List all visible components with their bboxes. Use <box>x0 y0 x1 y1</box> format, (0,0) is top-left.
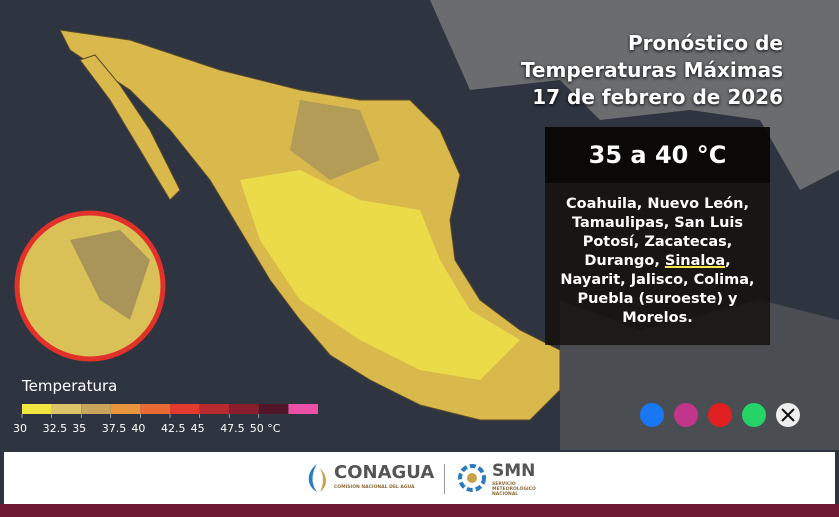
legend-swatch <box>258 404 289 414</box>
instagram-icon[interactable] <box>674 403 698 427</box>
x-glyph <box>781 408 795 422</box>
legend-swatch <box>51 404 82 414</box>
legend-swatch <box>81 404 111 414</box>
legend-tick-label: 45 <box>191 422 205 435</box>
whatsapp-icon[interactable] <box>742 403 766 427</box>
legend-swatch <box>199 404 230 414</box>
legend: 30 32.5 35 37.5 40 42.5 45 47.5 50 °C <box>13 404 318 435</box>
legend-swatch <box>229 404 259 414</box>
forecast-box: 35 a 40 °C Coahuila, Nuevo León, Tamauli… <box>545 127 770 345</box>
youtube-icon[interactable] <box>708 403 732 427</box>
title-line: Temperaturas Máximas <box>520 58 783 82</box>
regions-highlight: Sinaloa <box>664 253 726 269</box>
smn-icon <box>458 464 486 492</box>
divider <box>444 464 445 494</box>
legend-tick-label: 42.5 <box>161 422 186 435</box>
legend-title: Temperatura <box>22 377 118 395</box>
legend-swatch <box>140 404 170 414</box>
footer: CONAGUA COMISIÓN NACIONAL DEL AGUA SMN S… <box>4 452 835 504</box>
legend-tick-label: 50 °C <box>250 422 281 435</box>
facebook-icon[interactable] <box>640 403 664 427</box>
legend-swatch <box>170 404 200 414</box>
regions-text: , Nayarit, Jalisco, Colima, Puebla (suro… <box>560 253 755 326</box>
usa-land <box>40 0 839 190</box>
mild-zone <box>290 100 380 180</box>
range: 35 a 40 °C <box>545 127 770 183</box>
logo-smn-sub: SERVICIO METEOROLÓGICO NACIONAL <box>492 482 536 497</box>
legend-tick-label: 35 <box>72 422 86 435</box>
regions-text: Coahuila, Nuevo León, Tamaulipas, San Lu… <box>566 196 749 269</box>
legend-swatch <box>288 404 318 414</box>
legend-tick-label: 40 <box>131 422 145 435</box>
bottom-strip <box>0 504 839 517</box>
legend-swatch <box>110 404 141 414</box>
title-line: Pronóstico de <box>628 31 783 55</box>
hot-zone <box>240 170 520 380</box>
baja-california <box>79 54 181 201</box>
title-line: 17 de febrero de 2026 <box>532 85 783 109</box>
logo-smn: SMN <box>492 461 536 481</box>
legend-tick-label: 32.5 <box>43 422 68 435</box>
logo-conagua: CONAGUA <box>334 462 435 483</box>
social-icons <box>640 403 800 427</box>
title: Pronóstico de Temperaturas Máximas 17 de… <box>521 30 783 111</box>
legend-swatch <box>22 404 52 414</box>
legend-tick-label: 30 <box>13 422 27 435</box>
logo-conagua-sub: COMISIÓN NACIONAL DEL AGUA <box>334 485 415 490</box>
conagua-icon <box>308 464 326 492</box>
legend-tick-label: 37.5 <box>102 422 127 435</box>
zoom-detail <box>70 230 150 320</box>
legend-tick-label: 47.5 <box>220 422 245 435</box>
regions: Coahuila, Nuevo León, Tamaulipas, San Lu… <box>545 183 770 340</box>
